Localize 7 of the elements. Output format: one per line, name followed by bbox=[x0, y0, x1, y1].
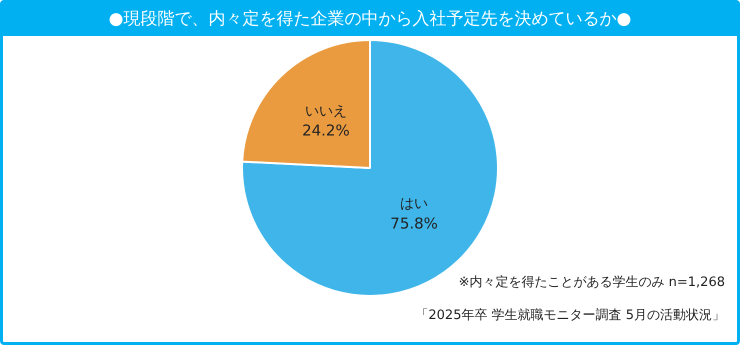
text: ※内々定を得たことがある学生のみ n=1,268 bbox=[458, 274, 725, 291]
slice-label: はい bbox=[400, 196, 428, 212]
data-label: 24.2% bbox=[302, 122, 350, 140]
data-label: 75.8% bbox=[390, 214, 438, 232]
text: 「2025年卒 学生就職モニター調査 5月の活動状況」 bbox=[415, 307, 725, 324]
chart-title: ●現段階で、内々定を得た企業の中から入社予定先を決めているか● bbox=[3, 3, 737, 36]
slice-label: いいえ bbox=[304, 103, 347, 120]
